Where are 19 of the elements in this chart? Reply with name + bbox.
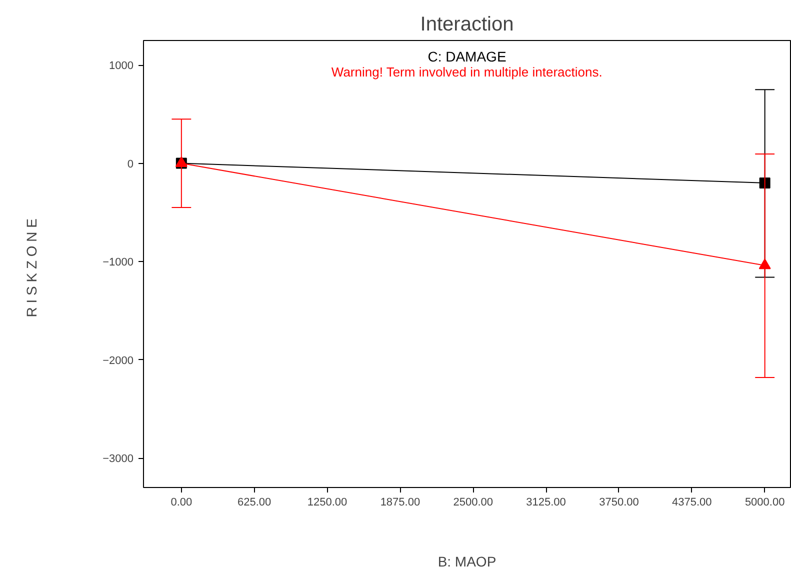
x-tick-label: 1875.00 (380, 496, 420, 508)
y-tick-label: −2000 (102, 354, 134, 367)
x-tick-label: 1250.00 (307, 496, 348, 508)
x-tick-label: 3750.00 (599, 496, 639, 508)
y-tick-label: 1000 (109, 60, 134, 72)
y-tick-label: 0 (127, 158, 134, 170)
chart-title: Interaction (420, 14, 514, 36)
x-tick-label: 2500.00 (453, 496, 494, 508)
y-tick-label: −3000 (102, 453, 134, 466)
x-axis-title: B: MAOP (438, 554, 496, 570)
y-axis-title: R I S K Z O N E (24, 218, 40, 318)
x-tick-label: 5000.00 (744, 496, 785, 508)
y-tick-label: −1000 (102, 256, 134, 269)
x-tick-label: 3125.00 (526, 496, 566, 508)
x-tick-label: 4375.00 (672, 496, 712, 508)
x-tick-label: 0.00 (170, 496, 192, 508)
x-tick-label: 625.00 (238, 496, 272, 508)
annotation: Warning! Term involved in multiple interactions. (331, 64, 602, 80)
annotation: C: DAMAGE (428, 48, 506, 64)
